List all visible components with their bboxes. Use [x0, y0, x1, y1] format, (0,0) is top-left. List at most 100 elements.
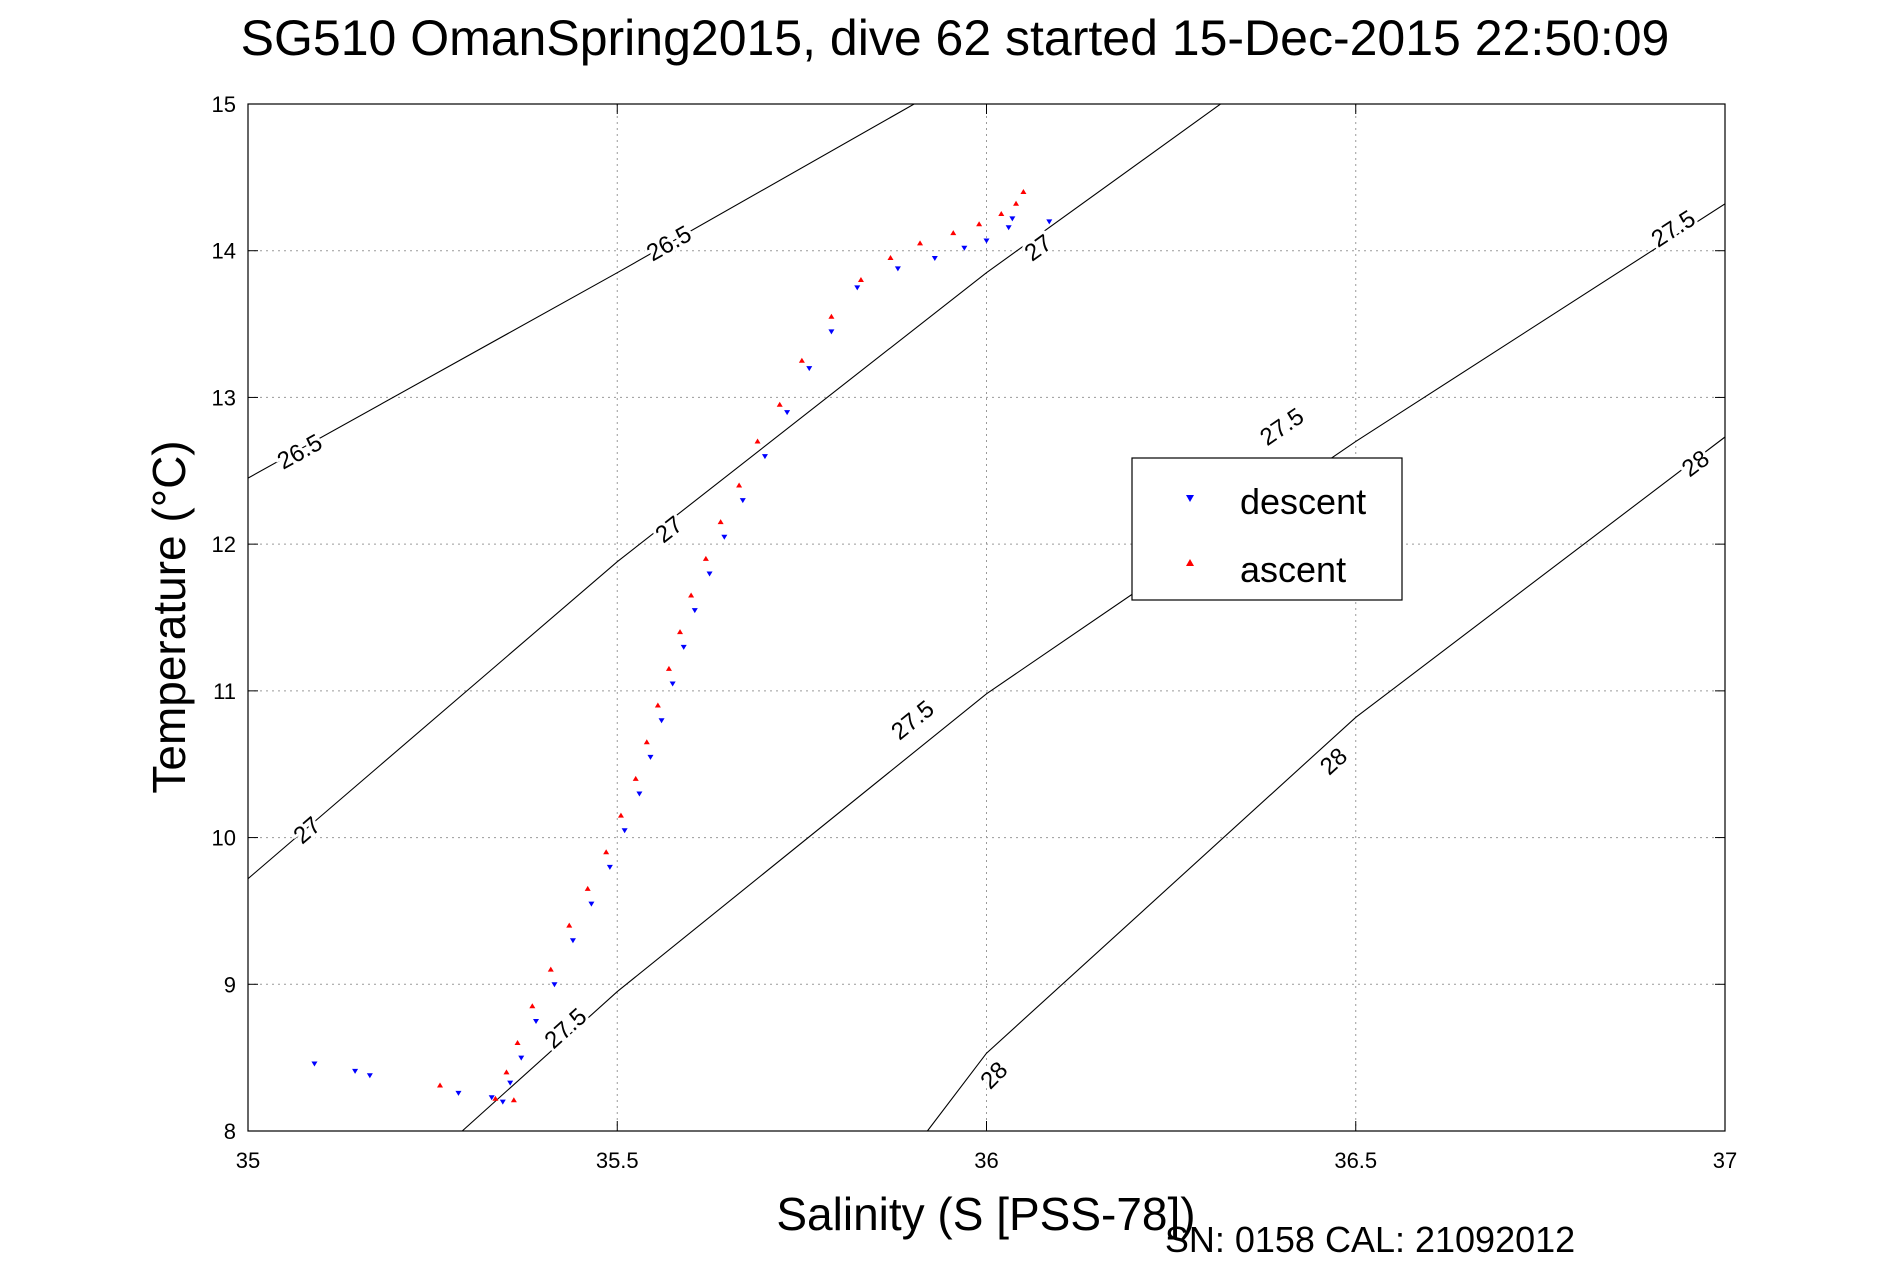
isopycnal-label: 28	[1677, 445, 1715, 483]
ascent-point	[887, 255, 894, 261]
ascent-point	[617, 812, 624, 818]
ascent-point	[437, 1082, 444, 1088]
y-tick-label: 13	[212, 385, 236, 410]
isopycnal-label: 27.5	[1255, 403, 1309, 452]
x-tick-label: 36.5	[1334, 1148, 1377, 1173]
ascent-point	[950, 230, 957, 236]
descent-point	[352, 1068, 359, 1074]
x-axis-label: Salinity (S [PSS-78])	[776, 1188, 1195, 1240]
ascent-point	[566, 922, 573, 928]
descent-point	[680, 644, 687, 650]
y-tick-label: 8	[224, 1119, 236, 1144]
descent-point	[828, 329, 835, 335]
x-tick-label: 35.5	[596, 1148, 639, 1173]
ascent-point	[688, 592, 695, 598]
isopycnal-label: 27	[289, 812, 327, 850]
descent-point	[806, 366, 813, 372]
ascent-point	[510, 1097, 517, 1103]
serial-cal-footer: SN: 0158 CAL: 21092012	[1165, 1219, 1575, 1260]
y-tick-label: 11	[213, 679, 236, 704]
descent-point	[691, 608, 698, 614]
descent-point	[621, 828, 628, 834]
ascent-point	[654, 702, 661, 708]
isopycnal-label: 27.5	[539, 1003, 592, 1054]
descent-point	[606, 864, 613, 870]
legend-descent-marker	[1186, 495, 1194, 502]
isopycnal-label: 28	[975, 1057, 1013, 1095]
isopycnal-label: 27	[1020, 229, 1057, 267]
descent-point	[931, 256, 938, 262]
x-tick-label: 35	[236, 1148, 260, 1173]
descent-point	[761, 454, 768, 460]
descent-point	[569, 938, 576, 944]
ascent-point	[998, 211, 1005, 217]
isopycnal-label: 27	[650, 511, 688, 549]
ascent-point	[514, 1039, 521, 1045]
ascent-point	[603, 849, 610, 855]
ascent-point	[1013, 200, 1020, 206]
descent-point	[669, 681, 676, 687]
isopycnal-line	[248, 104, 916, 479]
grid	[248, 104, 1725, 1131]
descent-point	[1005, 225, 1012, 231]
descent-point	[533, 1018, 540, 1024]
y-axis-ticks: 8 9 10 11 12 13 14 15	[212, 92, 1725, 1144]
ascent-point	[632, 775, 639, 781]
descent-point	[1046, 219, 1053, 225]
plot-frame	[247, 103, 1726, 1132]
descent-point	[647, 754, 654, 760]
ascent-point	[584, 885, 591, 891]
isopycnal-line	[926, 436, 1725, 1131]
descent-point	[658, 718, 665, 724]
data-points	[311, 189, 1053, 1105]
legend-descent-label: descent	[1240, 481, 1366, 522]
descent-point	[706, 571, 713, 577]
chart-title: SG510 OmanSpring2015, dive 62 started 15…	[241, 10, 1670, 66]
y-tick-label: 12	[212, 532, 236, 557]
descent-point	[366, 1073, 373, 1079]
isopycnal-label: 27.5	[1647, 205, 1701, 253]
y-tick-label: 14	[212, 239, 236, 264]
ascent-point	[857, 277, 864, 283]
ascent-point	[717, 519, 724, 525]
descent-point	[739, 498, 746, 504]
ascent-point	[917, 240, 924, 246]
legend-box	[1131, 457, 1403, 601]
descent-point	[983, 238, 990, 244]
descent-point	[518, 1055, 525, 1061]
isopycnal-label: 26.5	[642, 221, 696, 268]
descent-point	[499, 1099, 506, 1105]
descent-point	[784, 410, 791, 416]
descent-point	[636, 791, 643, 797]
ascent-point	[547, 966, 554, 972]
isopycnal-label: 28	[1315, 743, 1353, 781]
x-axis-ticks: 35 35.5 36 36.5 37	[236, 104, 1737, 1173]
ascent-point	[1020, 189, 1027, 195]
legend-ascent-label: ascent	[1240, 549, 1346, 590]
ascent-point	[665, 665, 672, 671]
y-axis-label: Temperature (°C)	[143, 440, 195, 793]
y-tick-label: 9	[224, 972, 236, 997]
legend: descent ascent	[1131, 457, 1403, 601]
ascent-point	[503, 1069, 510, 1075]
ascent-point	[643, 739, 650, 745]
descent-point	[311, 1061, 318, 1067]
descent-point	[455, 1090, 462, 1096]
descent-point	[961, 245, 968, 251]
ascent-point	[529, 1003, 536, 1009]
descent-point	[588, 901, 595, 907]
isopycnal-line	[248, 104, 1222, 880]
ascent-point	[776, 401, 783, 407]
descent-point	[854, 285, 861, 291]
ascent-point	[754, 438, 761, 444]
y-tick-label: 15	[212, 92, 236, 117]
legend-ascent-marker	[1186, 559, 1194, 566]
descent-point	[507, 1080, 514, 1086]
x-tick-label: 36	[974, 1148, 998, 1173]
ascent-point	[677, 629, 684, 635]
ascent-point	[828, 313, 835, 319]
descent-point	[894, 266, 901, 272]
ascent-point	[492, 1095, 499, 1101]
descent-point	[488, 1095, 495, 1101]
